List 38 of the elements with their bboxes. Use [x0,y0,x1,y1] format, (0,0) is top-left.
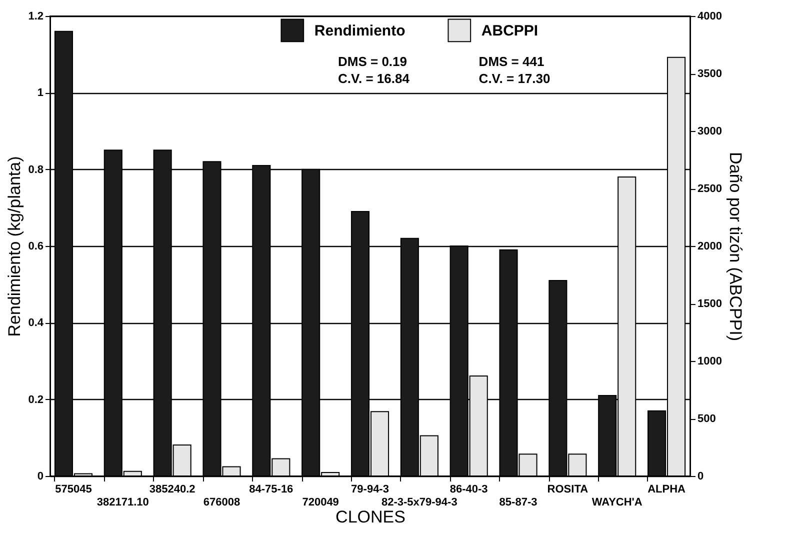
annotation: C.V. = 17.30 [478,71,550,86]
y-tick-label: 0.8 [28,164,44,176]
y2-tick-label: 1500 [698,298,722,310]
x-tick-label: 79-94-3 [351,484,389,496]
y-tick-label: 0.2 [28,394,44,406]
legend-label: ABCPPI [481,22,538,40]
y-tick-label: 0.6 [28,240,44,252]
legend-label: Rendimiento [314,22,406,40]
y2-tick-label: 4000 [698,10,722,22]
y2-tick-label: 2000 [698,240,722,252]
y2-tick-label: 3000 [698,126,722,138]
x-tick-label: WAYCH'A [592,496,642,508]
y-tick-label: 1.2 [28,10,44,22]
x-tick-label: 676008 [203,496,240,508]
y2-tick-label: 500 [698,413,716,425]
x-tick-label: 385240.2 [149,484,196,496]
y2-axis-title: Daño por tizón (ABCPPI) [726,152,745,341]
x-tick-label: 82-3-5x79-94-3 [382,496,458,508]
y2-tick-label: 3500 [698,68,722,80]
y-axis-title: Rendimiento (kg/planta) [5,156,24,337]
y-tick-label: 0 [37,470,44,482]
annotation: DMS = 0.19 [338,54,408,69]
y2-tick-label: 0 [698,470,704,482]
annotation: C.V. = 16.84 [338,71,410,86]
x-tick-label: 86-40-3 [450,484,488,496]
x-tick-label: 575045 [55,484,92,496]
x-tick-label: 720049 [302,496,339,508]
x-tick-label: ROSITA [547,484,588,496]
x-tick-label: 85-87-3 [499,496,538,508]
x-tick-label: 84-75-16 [249,484,294,496]
y-tick-label: 1 [37,87,44,100]
x-axis-title: CLONES [336,508,406,526]
annotation: DMS = 441 [478,54,544,69]
y2-tick-label: 2500 [698,183,722,195]
y2-tick-label: 1000 [698,356,722,368]
y-tick-label: 0.4 [28,317,44,330]
x-tick-label: ALPHA [648,484,686,496]
x-tick-label: 382171.10 [96,496,149,508]
